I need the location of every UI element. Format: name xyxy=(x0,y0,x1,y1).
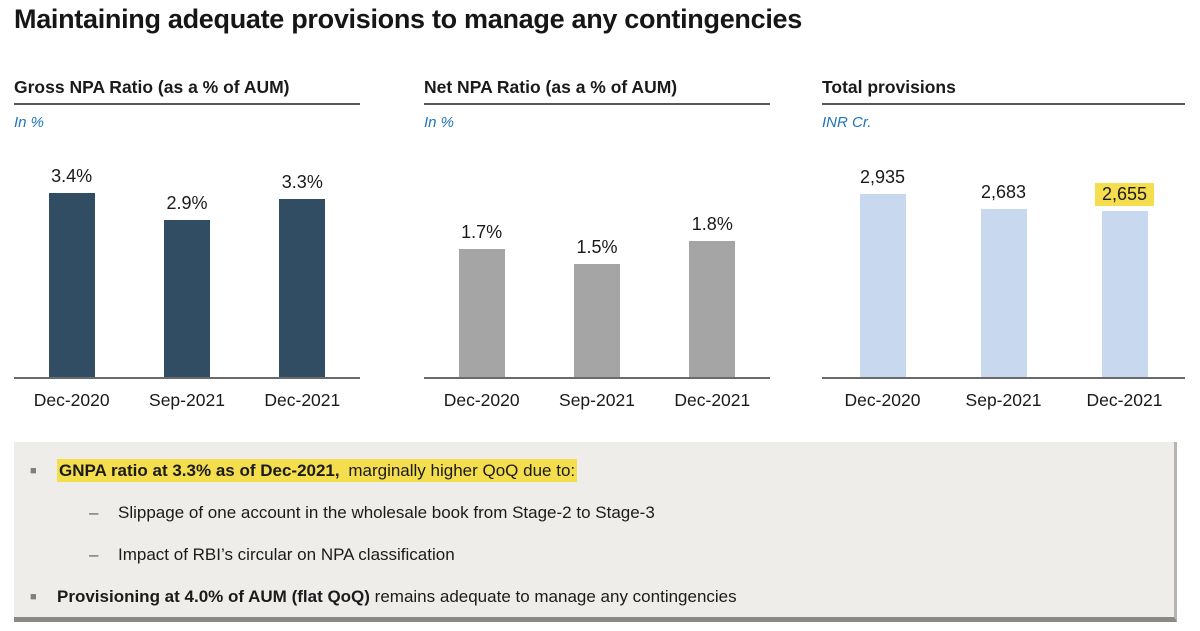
category-label: Dec-2021 xyxy=(264,390,341,410)
bar-value-label: 3.4% xyxy=(51,166,93,186)
chart-title: Gross NPA Ratio (as a % of AUM) xyxy=(14,77,290,97)
bar xyxy=(859,194,906,377)
note-sub-bullet: – Impact of RBI’s circular on NPA classif… xyxy=(89,544,1154,566)
dash-bullet-icon: – xyxy=(89,503,99,522)
chart-title-rule xyxy=(424,103,770,105)
chart-unit-label: In % xyxy=(14,114,45,131)
category-label: Dec-2020 xyxy=(844,390,921,410)
category-axis: Dec-2020 Sep-2021 Dec-2021 xyxy=(14,379,360,411)
page-title: Maintaining adequate provisions to manag… xyxy=(14,4,802,34)
plain-text: Provisioning at 4.0% of AUM (flat QoQ) xyxy=(57,587,370,606)
bar xyxy=(279,199,326,377)
chart-title-rule xyxy=(822,103,1185,105)
note-bullet-text: Provisioning at 4.0% of AUM (flat QoQ) r… xyxy=(57,586,737,608)
highlighted-text: marginally higher QoQ due to: xyxy=(341,459,578,482)
note-sub-bullet: – Slippage of one account in the wholesal… xyxy=(89,502,1154,524)
note-sub-bullet-text: Slippage of one account in the wholesale… xyxy=(118,503,655,522)
bar-group: 2,683 xyxy=(943,182,1064,377)
bar-value-label: 1.5% xyxy=(576,237,618,257)
total-provisions-chart: Total provisions INR Cr. 2,935 2,683 2,655 De… xyxy=(822,76,1185,411)
chart-plot: 3.4% 2.9% 3.3% xyxy=(14,132,360,379)
category-label: Dec-2020 xyxy=(443,390,520,410)
net-npa-ratio-chart: Net NPA Ratio (as a % of AUM) In % 1.7% 1.5… xyxy=(424,76,770,411)
bar-group: 3.4% xyxy=(14,166,129,377)
category-axis: Dec-2020 Sep-2021 Dec-2021 xyxy=(424,379,770,411)
note-bullet-text: GNPA ratio at 3.3% as of Dec-2021, margi… xyxy=(57,459,578,482)
bar-group: 1.5% xyxy=(539,237,654,377)
plain-text: remains adequate to manage any contingen… xyxy=(369,587,737,606)
square-bullet-icon: ■ xyxy=(30,591,37,603)
chart-plot: 2,935 2,683 2,655 xyxy=(822,132,1185,379)
chart-unit-label: In % xyxy=(424,114,455,131)
category-label: Dec-2020 xyxy=(33,390,110,410)
bar-group: 2,935 xyxy=(822,167,943,377)
note-sub-bullet-text: Impact of RBI’s circular on NPA classifi… xyxy=(118,545,455,564)
bar-group: 2,655 xyxy=(1064,183,1185,377)
bar-value-label: 3.3% xyxy=(281,172,323,192)
bar xyxy=(458,249,505,377)
charts-row: Gross NPA Ratio (as a % of AUM) In % 3.4% 2… xyxy=(0,76,1200,416)
bar xyxy=(1101,211,1148,377)
category-label: Sep-2021 xyxy=(965,390,1042,410)
dash-bullet-icon: – xyxy=(89,545,99,564)
note-bullet: ■ Provisioning at 4.0% of AUM (flat QoQ) … xyxy=(30,586,1154,608)
bar-group: 3.3% xyxy=(245,172,360,377)
bar-value-label: 1.7% xyxy=(461,222,503,242)
bar-group: 1.8% xyxy=(655,214,770,377)
chart-unit-label: INR Cr. xyxy=(822,114,872,131)
category-label: Dec-2021 xyxy=(674,390,751,410)
bar-group: 2.9% xyxy=(129,193,244,377)
gross-npa-ratio-chart: Gross NPA Ratio (as a % of AUM) In % 3.4% 2… xyxy=(14,76,360,411)
highlighted-text: GNPA ratio at 3.3% as of Dec-2021, xyxy=(57,459,342,482)
bar xyxy=(573,264,620,377)
square-bullet-icon: ■ xyxy=(30,465,37,477)
bar xyxy=(980,209,1027,377)
chart-title-rule xyxy=(14,103,360,105)
note-bullet: ■ GNPA ratio at 3.3% as of Dec-2021, marg… xyxy=(30,459,1154,482)
category-label: Sep-2021 xyxy=(149,390,225,410)
bar-value-label-highlighted: 2,655 xyxy=(1094,183,1155,206)
chart-title: Total provisions xyxy=(822,77,956,97)
notes-box: ■ GNPA ratio at 3.3% as of Dec-2021, marg… xyxy=(14,442,1177,622)
chart-plot: 1.7% 1.5% 1.8% xyxy=(424,132,770,379)
bar-value-label: 2,935 xyxy=(859,167,906,187)
bar-group: 1.7% xyxy=(424,222,539,377)
bar xyxy=(689,241,736,377)
category-label: Sep-2021 xyxy=(559,390,635,410)
category-axis: Dec-2020 Sep-2021 Dec-2021 xyxy=(822,379,1185,411)
bar-value-label: 1.8% xyxy=(691,214,733,234)
chart-title: Net NPA Ratio (as a % of AUM) xyxy=(424,77,678,97)
bar xyxy=(48,193,95,377)
bar-value-label: 2,683 xyxy=(980,182,1027,202)
bar xyxy=(163,220,210,377)
category-label: Dec-2021 xyxy=(1086,390,1163,410)
bar-value-label: 2.9% xyxy=(166,193,208,213)
